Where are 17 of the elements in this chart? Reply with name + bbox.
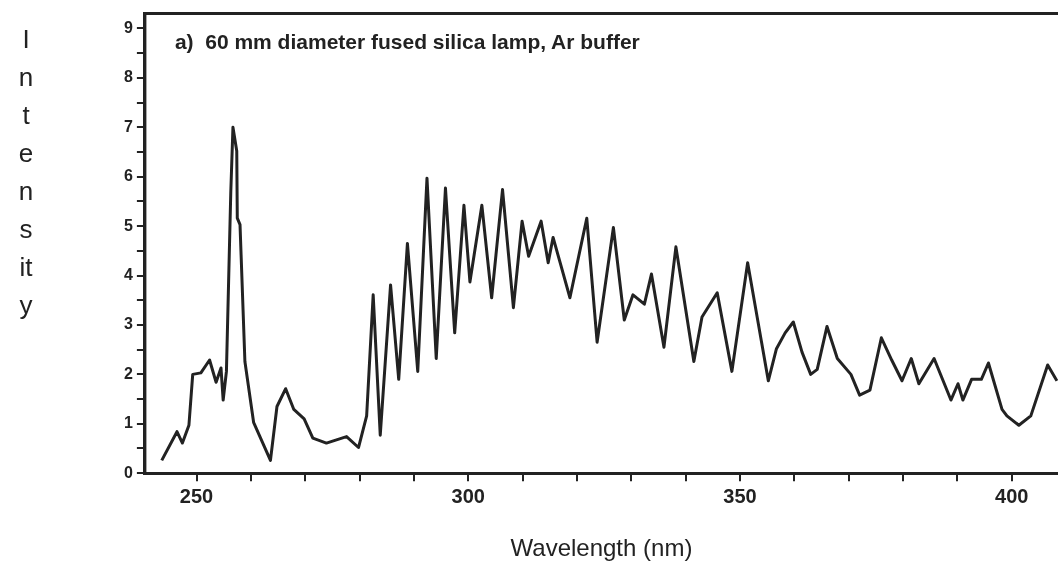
x-tick-label: 300	[451, 484, 485, 507]
x-tick-label: 250	[179, 484, 214, 507]
y-tick-label: 3	[123, 315, 133, 333]
y-tick-label: 7	[123, 117, 133, 135]
y-tick-label: 5	[123, 216, 133, 234]
y-tick-label: 1	[123, 414, 133, 432]
y-axis-title: Intensity	[18, 23, 34, 322]
x-tick-label: 350	[723, 484, 757, 507]
y-tick-label: 0	[123, 463, 133, 481]
x-tick-label: 400	[995, 484, 1029, 507]
annotation: a) 60 mm diameter fused silica lamp, Ar buffer	[174, 30, 640, 54]
y-tick-label: 8	[123, 68, 133, 86]
y-tick-label: 9	[123, 18, 133, 36]
y-tick-label: 2	[123, 364, 133, 382]
y-tick-label: 6	[123, 167, 133, 185]
x-axis-title: Wavelength (nm)	[510, 534, 693, 562]
y-tick-label: 4	[123, 265, 133, 283]
